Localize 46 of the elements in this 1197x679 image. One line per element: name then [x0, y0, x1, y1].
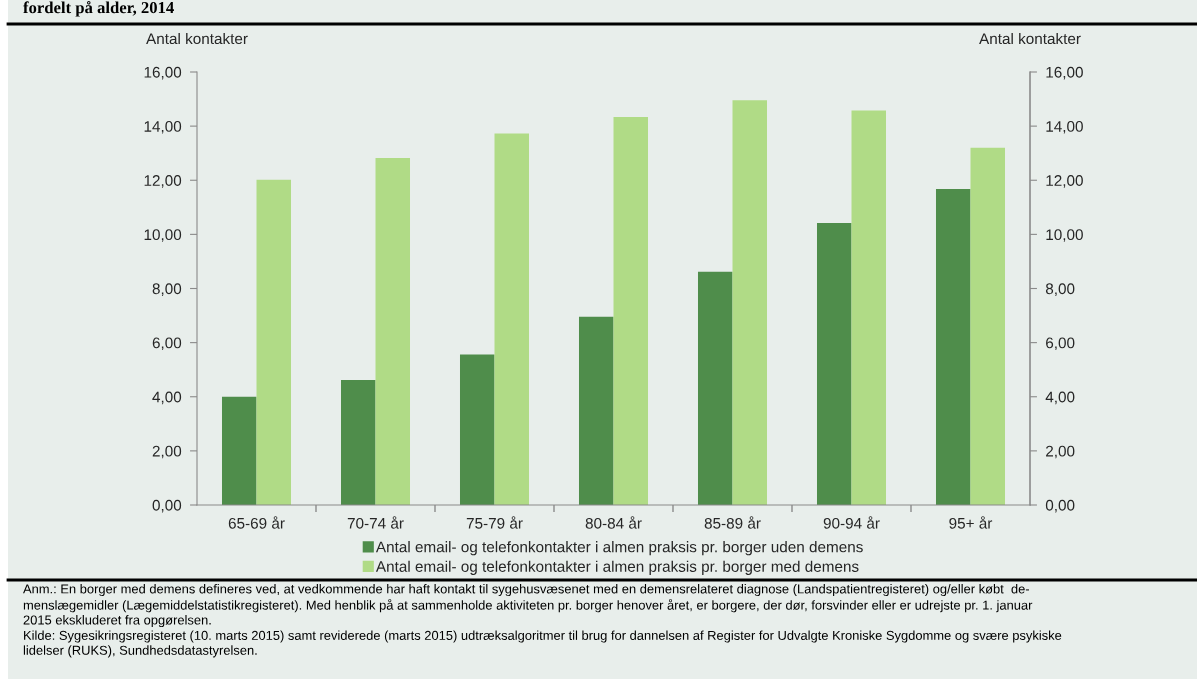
bar [375, 158, 411, 505]
y2-tick-label: 16,00 [1046, 66, 1083, 80]
y2-tick-label: 10,00 [1046, 229, 1083, 242]
y2-tick-label: 4,00 [1045, 391, 1075, 405]
y2-tick-label: 8,00 [1045, 283, 1075, 296]
y2-tick-label: 6,00 [1046, 337, 1075, 351]
text: Anm.: En borger med demens defineres ved, at vedkommende har haft kontakt til sygehusvæsenet med en demensrelateret diagnose (Landspatientregisteret) og/eller købt de- menslægemidler (Lægemiddelstatistikregisteret). Med henblik på at sammenholde aktiviteten pr. borger henover året, er borgere, der dør, forsvinder eller er udrejste pr. 1. januar 2015 ekskluderet fra opgørelsen. [23, 584, 1033, 628]
x-tick-label: 85-89 år [704, 516, 761, 529]
chart-title: fordelt på alder, 2014 [23, 1, 174, 17]
bar [816, 223, 852, 505]
y-tick-label: 0,00 [152, 499, 182, 513]
x-tick-label: 80-84 år [585, 516, 642, 529]
bar [935, 188, 971, 505]
legend-label: Antal email- og telefonkontakter i almen praksis pr. borger uden demens [375, 541, 863, 556]
x-tick-label: 75-79 år [466, 516, 523, 529]
bar [613, 116, 649, 505]
bar [970, 147, 1006, 505]
bar [340, 379, 376, 505]
bar [221, 396, 257, 505]
text: Kilde: Sygesikringsregisteret (10. marts 2015) samt reviderede (marts 2015) udtræksalgoritmer til brug for dannelsen af Register for Udvalgte Kroniske Sygdomme og svære psykiske lidelser (RUKS), Sundhedsdatastyrelsen. [23, 630, 1062, 658]
bar [256, 179, 292, 505]
y-tick-label: 4,00 [152, 391, 182, 405]
y-tick-label: 6,00 [152, 337, 182, 351]
bar [697, 271, 733, 505]
bar [851, 110, 887, 505]
bar [494, 133, 530, 505]
bar [732, 100, 768, 505]
y-tick-label: 12,00 [144, 175, 182, 188]
y2-axis-title: Antal kontakter [979, 32, 1081, 45]
y-tick-label: 8,00 [152, 283, 182, 296]
bar [578, 316, 614, 505]
y-axis-title: Antal kontakter [146, 32, 248, 45]
x-tick-label: 65-69 år [228, 516, 285, 529]
legend-label: Antal email- og telefonkontakter i almen praksis pr. borger med demens [375, 560, 859, 575]
y2-tick-label: 2,00 [1046, 445, 1075, 459]
x-tick-label: 90-94 år [823, 516, 880, 529]
y-tick-label: 16,00 [144, 66, 182, 80]
x-tick-label: 95+ år [949, 516, 993, 529]
y2-tick-label: 14,00 [1046, 120, 1083, 134]
bar [459, 354, 495, 505]
y2-tick-label: 0,00 [1045, 499, 1075, 513]
y-tick-label: 2,00 [152, 445, 182, 459]
y-tick-label: 14,00 [144, 120, 182, 134]
y2-tick-label: 12,00 [1046, 175, 1083, 188]
y-tick-label: 10,00 [144, 229, 182, 242]
x-tick-label: 70-74 år [347, 516, 404, 529]
